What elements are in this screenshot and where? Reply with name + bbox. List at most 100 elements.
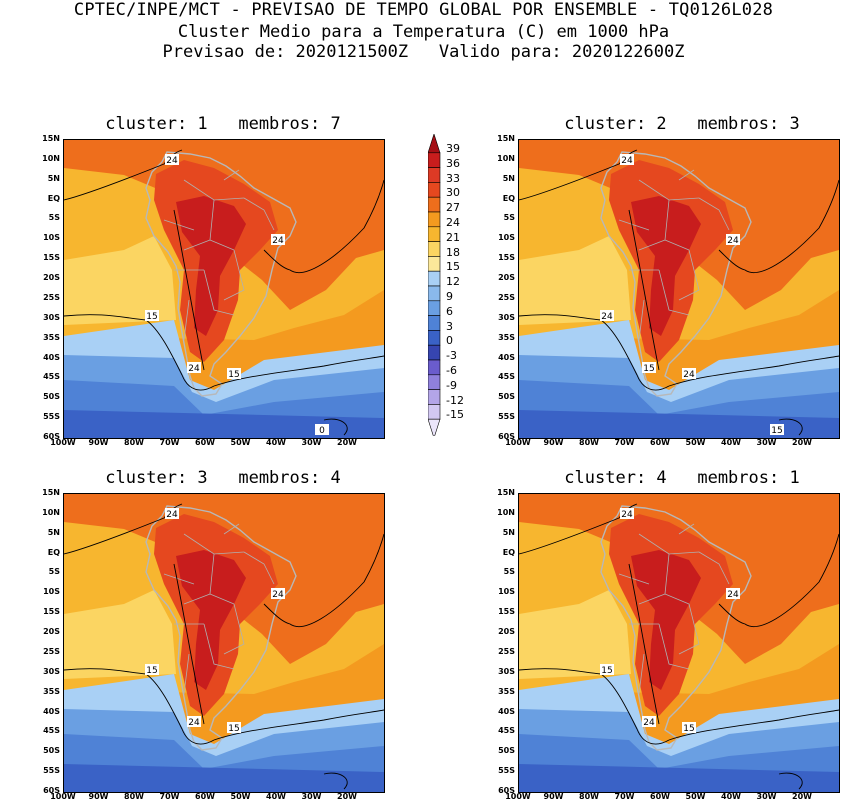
- colorbar-swatch: [428, 330, 441, 346]
- contour-label: 15: [642, 362, 656, 374]
- temperature-field-3: 24 24 15 24 15: [64, 494, 384, 792]
- temperature-band: [64, 236, 176, 325]
- country-border: [678, 249, 700, 301]
- colorbar-swatch: [428, 344, 441, 361]
- lat-tick-label: 15N: [497, 488, 515, 497]
- lat-tick-label: 15S: [43, 607, 60, 617]
- lon-tick-label: 100W: [50, 438, 76, 447]
- country-border: [183, 299, 190, 341]
- country-border: [203, 623, 235, 670]
- lon-tick-label: 70W: [159, 792, 180, 801]
- contour-label: 24: [682, 368, 696, 380]
- header-line-3: Previsao de: 2020121500Z Valido para: 20…: [162, 42, 685, 62]
- isotherm-contour: [519, 149, 638, 201]
- colorbar-label: -9: [446, 378, 457, 392]
- contour-label: 24: [726, 588, 740, 600]
- colorbar-label: 21: [446, 230, 460, 244]
- lat-tick-label: 35S: [498, 332, 515, 342]
- temperature-band: [519, 590, 631, 679]
- lon-tick-label: 40W: [266, 438, 286, 447]
- colorbar-label: 18: [446, 245, 460, 259]
- contour-label: 15: [227, 368, 241, 380]
- contour-label: 15: [227, 722, 241, 734]
- temperature-band: [519, 764, 839, 792]
- country-border: [223, 523, 240, 535]
- lat-tick-label: 15S: [498, 607, 515, 617]
- contour-label-text: 15: [643, 364, 654, 374]
- lon-tick-label: 30W: [301, 438, 322, 447]
- map-panel-2: 24 24 24 15 24 15: [518, 139, 840, 439]
- lat-tick-label: 10S: [43, 233, 60, 243]
- lat-tick-label: 10S: [43, 587, 60, 597]
- lon-tick-label: 90W: [543, 438, 564, 447]
- contour-label-text: 0: [319, 426, 325, 436]
- isotherm-contour: [64, 314, 215, 391]
- isotherm-contour: [64, 149, 183, 201]
- map-panel-4: 24 24 15 24 15: [518, 493, 840, 793]
- panel-title-3: cluster: 3 membros: 4: [105, 468, 341, 488]
- isotherm-contour: [778, 418, 803, 436]
- country-border: [678, 603, 700, 655]
- lat-tick-label: EQ: [502, 547, 515, 557]
- contour-label-text: 24: [727, 590, 739, 600]
- isotherm-contour: [323, 772, 348, 790]
- country-border: [678, 523, 695, 535]
- lat-tick-label: 50S: [43, 746, 60, 756]
- lon-tick-label: 80W: [579, 438, 599, 447]
- lat-tick-label: 20S: [498, 273, 515, 283]
- country-border: [698, 551, 730, 585]
- lat-tick-label: 25S: [43, 646, 60, 656]
- contour-label: 24: [726, 234, 740, 246]
- colorbar-swatch: [428, 270, 441, 287]
- country-border: [223, 603, 245, 655]
- contour-label-text: 15: [683, 724, 694, 734]
- lat-tick-label: 25S: [498, 646, 515, 656]
- isotherm-contour: [628, 209, 660, 371]
- temperature-band: [64, 410, 384, 438]
- lat-tick-label: 10S: [498, 233, 515, 243]
- contour-label: 0: [315, 424, 329, 436]
- country-border: [223, 249, 245, 301]
- lon-tick-label: 60W: [195, 792, 215, 801]
- country-border: [658, 269, 690, 316]
- country-border: [618, 219, 650, 231]
- lat-tick-label: 40S: [498, 352, 515, 362]
- lon-tick-label: 50W: [230, 792, 251, 801]
- lat-tick-label: 15S: [43, 253, 60, 263]
- contour-label-text: 24: [272, 236, 284, 246]
- lon-tick-label: 90W: [88, 792, 109, 801]
- colorbar-label: -15: [446, 408, 464, 422]
- coastline: [145, 505, 297, 751]
- country-border: [163, 219, 195, 231]
- colorbar-swatch: [428, 300, 441, 316]
- lon-tick-label: 90W: [88, 438, 109, 447]
- contour-label-text: 24: [166, 156, 178, 166]
- lat-tick-label: 50S: [498, 746, 515, 756]
- lon-tick-label: 50W: [685, 438, 706, 447]
- country-border: [638, 653, 645, 695]
- contour-label: 24: [187, 716, 201, 728]
- lat-tick-label: 55S: [498, 412, 515, 422]
- lon-tick-label: 40W: [721, 792, 741, 801]
- lat-tick-label: 15N: [42, 134, 60, 143]
- contour-label: 24: [620, 154, 634, 166]
- header-line-2: Cluster Medio para a Temperatura (C) em …: [177, 22, 670, 42]
- country-border: [638, 593, 666, 605]
- lat-tick-label: 40S: [43, 352, 60, 362]
- country-border: [243, 551, 275, 585]
- lon-tick-label: 50W: [230, 438, 251, 447]
- lat-tick-label: 35S: [498, 686, 515, 696]
- colorbar-swatch: [428, 152, 441, 168]
- contour-label-text: 24: [621, 156, 633, 166]
- lat-tick-label: 35S: [43, 686, 60, 696]
- lat-tick-label: 5S: [48, 213, 60, 223]
- colorbar-swatch: [428, 359, 441, 376]
- contour-label-text: 24: [727, 236, 739, 246]
- colorbar-label: -12: [446, 393, 464, 407]
- lat-tick-label: 35S: [43, 332, 60, 342]
- temperature-band: [176, 196, 246, 336]
- contour-label: 24: [271, 588, 285, 600]
- contour-label: 15: [600, 664, 614, 676]
- temperature-band: [519, 410, 839, 438]
- colorbar-swatch: [428, 167, 441, 183]
